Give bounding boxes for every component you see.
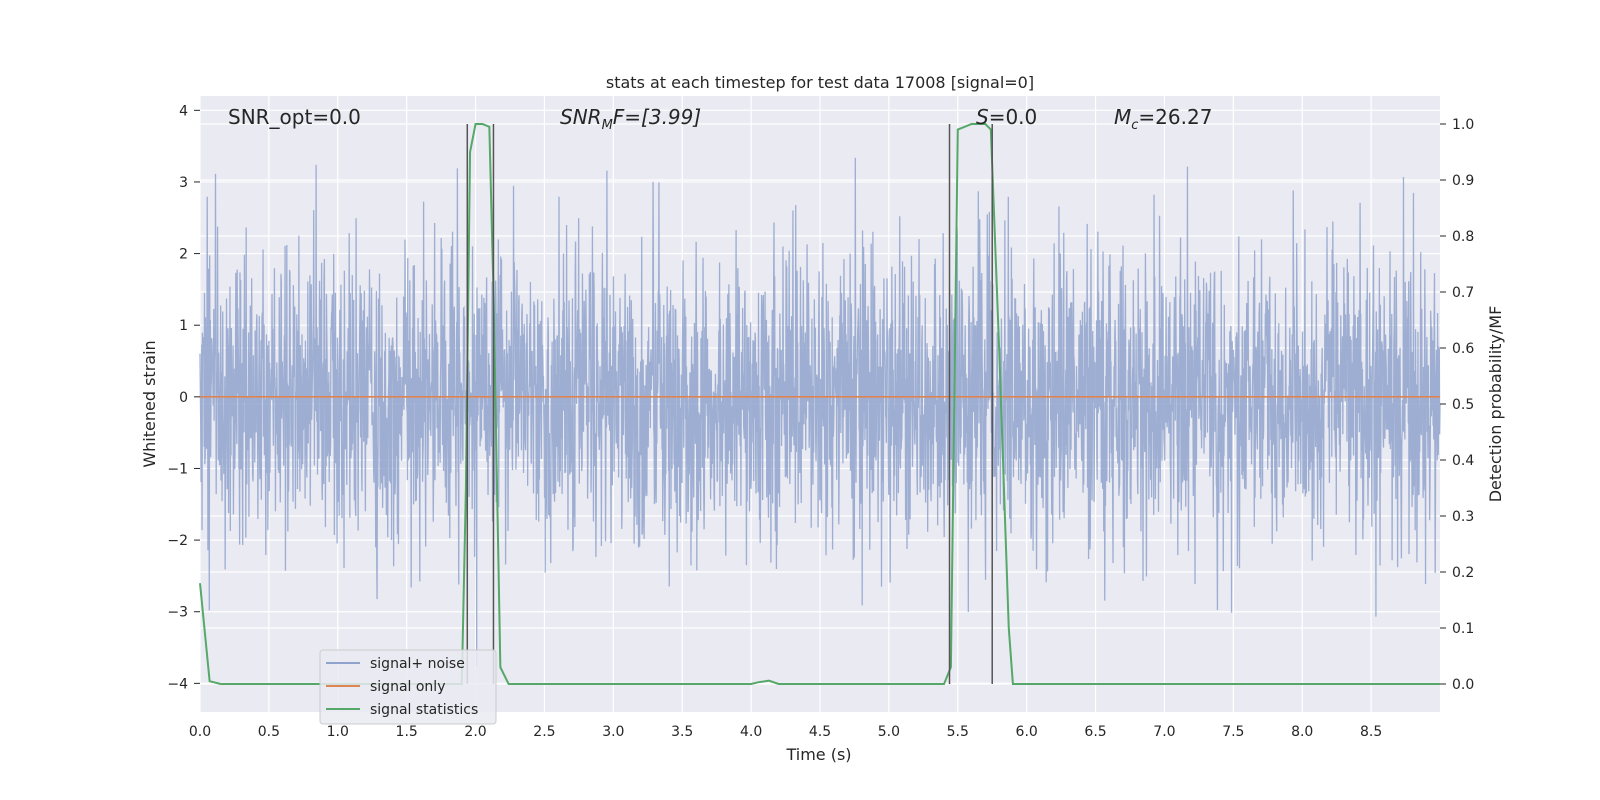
annotation-mc: Mc=26.27 [1114, 105, 1212, 133]
x-tick-label-3: 1.5 [396, 724, 418, 740]
y-axis-ticks: 4 3 2 1 0 −1 −2 −3 −4 [167, 103, 200, 692]
annotation-snr-opt: SNR_opt=0.0 [228, 105, 361, 129]
x-tick-label-14: 7.0 [1153, 724, 1175, 740]
y-tick-label-5: −1 [167, 461, 188, 477]
y2-tick-label-3: 0.7 [1452, 285, 1474, 301]
x-tick-label-13: 6.5 [1084, 724, 1106, 740]
y-tick-label-2: 2 [179, 247, 188, 263]
y-tick-label-7: −3 [167, 605, 188, 621]
y2-tick-label-2: 0.8 [1452, 229, 1474, 245]
legend-label-signal-statistics: signal statistics [370, 702, 478, 718]
s-label: S [976, 105, 989, 129]
mc-subscript: c [1131, 118, 1138, 133]
y-tick-label-6: −2 [167, 533, 188, 549]
snr-mf-subscript: M [602, 118, 613, 133]
y2-tick-label-0: 1.0 [1452, 117, 1474, 133]
marker-lines [466, 124, 993, 684]
x-tick-label-11: 5.5 [947, 724, 969, 740]
x-tick-label-15: 7.5 [1222, 724, 1244, 740]
x-tick-label-8: 4.0 [740, 724, 762, 740]
series-signal-noise [199, 157, 1441, 667]
snr-mf-suffix: F=[3.99] [613, 105, 701, 129]
y2-axis-label: Detection probability/MF [1486, 306, 1505, 503]
y-tick-label-0: 4 [179, 103, 188, 119]
line-signal-statistics [199, 123, 1440, 685]
y-tick-label-1: 3 [179, 175, 188, 191]
y-tick-label-8: −4 [167, 676, 188, 692]
x-tick-label-1: 0.5 [258, 724, 280, 740]
mc-label: M [1114, 105, 1131, 129]
y2-tick-label-6: 0.4 [1452, 453, 1474, 469]
legend: signal+ noise signal only signal statist… [319, 649, 497, 725]
y2-tick-label-9: 0.1 [1452, 621, 1474, 637]
y2-tick-label-7: 0.3 [1452, 509, 1474, 525]
x-tick-label-16: 8.0 [1291, 724, 1313, 740]
x-tick-label-9: 4.5 [809, 724, 831, 740]
x-tick-label-0: 0.0 [189, 724, 211, 740]
chart-title: stats at each timestep for test data 170… [606, 73, 1034, 92]
snr-mf-prefix: SNR [560, 105, 602, 129]
y2-tick-label-5: 0.5 [1452, 397, 1474, 413]
x-tick-label-12: 6.0 [1016, 724, 1038, 740]
mc-value: =26.27 [1138, 105, 1212, 129]
annotation-s: S=0.0 [976, 105, 1037, 129]
y-axis-label: Whitened strain [140, 340, 159, 467]
x-axis-label: Time (s) [785, 745, 851, 764]
x-tick-label-17: 8.5 [1360, 724, 1382, 740]
legend-label-signal-only: signal only [370, 679, 445, 695]
series-signal-statistics [199, 123, 1440, 685]
s-value: =0.0 [989, 105, 1038, 129]
y2-tick-label-1: 0.9 [1452, 173, 1474, 189]
annotation-snr-mf: SNRMF=[3.99] [560, 105, 701, 133]
x-tick-label-5: 2.5 [533, 724, 555, 740]
x-tick-label-6: 3.0 [602, 724, 624, 740]
y2-tick-label-8: 0.2 [1452, 565, 1474, 581]
line-signal-noise [199, 157, 1441, 667]
y2-tick-label-10: 0.0 [1452, 677, 1474, 693]
legend-box [319, 649, 497, 725]
x-tick-label-2: 1.0 [327, 724, 349, 740]
x-tick-label-4: 2.0 [464, 724, 486, 740]
x-tick-label-10: 5.0 [878, 724, 900, 740]
y-tick-label-3: 1 [179, 318, 188, 334]
y2-axis-ticks: 1.0 0.9 0.8 0.7 0.6 0.5 0.4 0.3 0.2 0.1 0.0 [1440, 117, 1474, 693]
y2-tick-label-4: 0.6 [1452, 341, 1474, 357]
x-axis-ticks: 0.0 0.5 1.0 1.5 2.0 2.5 3.0 3.5 4.0 4.5 5.0 5.5 6.0 6… [189, 724, 1382, 740]
y-tick-label-4: 0 [179, 390, 188, 406]
x-tick-label-7: 3.5 [671, 724, 693, 740]
legend-label-signal-noise: signal+ noise [370, 656, 465, 672]
